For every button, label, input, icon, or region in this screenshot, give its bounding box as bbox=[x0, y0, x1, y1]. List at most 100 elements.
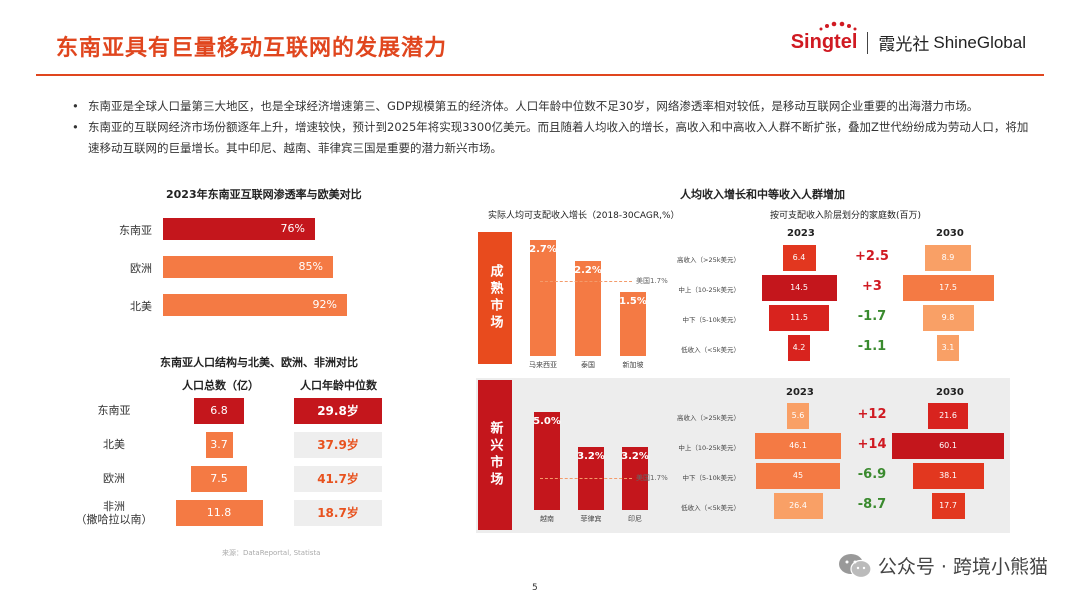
population-title: 东南亚人口结构与北美、欧洲、非洲对比 bbox=[160, 356, 358, 369]
bullet-list: 东南亚是全球人口量第三大地区，也是全球经济增速第三、GDP规模第五的经济体。人口… bbox=[72, 96, 1032, 159]
growth-bar bbox=[620, 292, 646, 356]
population-bar: 11.8 bbox=[175, 500, 263, 526]
income-tier-label: 中下（5-10k美元） bbox=[682, 474, 740, 482]
income-title: 人均收入增长和中等收入人群增加 bbox=[680, 188, 845, 201]
income-tier-label: 低收入（<5k美元） bbox=[681, 346, 740, 354]
median-age-cell: 29.8岁 bbox=[294, 398, 382, 424]
population-col1-header: 人口总数（亿） bbox=[182, 379, 259, 392]
median-age-cell: 18.7岁 bbox=[294, 500, 382, 526]
growth-bar-value: 3.2% bbox=[577, 451, 605, 462]
wechat-icon bbox=[838, 553, 872, 578]
logo-cn: 霞光社 bbox=[878, 35, 930, 55]
household-bar-2023: 11.5 bbox=[769, 305, 829, 331]
growth-bar-value: 3.2% bbox=[621, 451, 649, 462]
household-bar-2023: 14.5 bbox=[761, 275, 837, 301]
household-bar-2030: 9.8 bbox=[922, 305, 974, 331]
household-bar-2030: 60.1 bbox=[892, 433, 1004, 459]
population-bar: 6.8 bbox=[194, 398, 244, 424]
singtel-dots-icon bbox=[819, 21, 857, 31]
watermark: 公众号 · 跨境小熊猫 bbox=[838, 552, 1048, 579]
year-label: 2030 bbox=[936, 228, 964, 239]
population-label: 北美 bbox=[103, 438, 125, 451]
population-bar: 3.7 bbox=[205, 432, 233, 458]
bullet-item: 东南亚的互联网经济市场份额逐年上升，增速较快，预计到2025年将实现3300亿美… bbox=[72, 117, 1032, 159]
population-label: 欧洲 bbox=[103, 472, 125, 485]
income-tier-label: 高收入（>25k美元） bbox=[677, 414, 740, 422]
penetration-bar: 76% bbox=[163, 218, 315, 240]
singtel-logo: Singtel bbox=[790, 21, 858, 54]
emerging-market-tag: 新兴市场 bbox=[478, 380, 512, 530]
penetration-label: 北美 bbox=[130, 300, 152, 313]
household-delta: +12 bbox=[857, 407, 887, 422]
logo-en: ShineGlobal bbox=[933, 32, 1026, 52]
growth-bar-value: 1.5% bbox=[619, 296, 647, 307]
source-note: 来源：DataReportal, Statista bbox=[222, 549, 321, 557]
median-age-cell: 37.9岁 bbox=[294, 432, 382, 458]
growth-bar-category: 越南 bbox=[540, 515, 554, 523]
penetration-label: 欧洲 bbox=[130, 262, 152, 275]
household-bar-2030: 38.1 bbox=[912, 463, 984, 489]
reference-label: 美国1.7% bbox=[636, 474, 668, 482]
page-title: 东南亚具有巨量移动互联网的发展潜力 bbox=[56, 36, 448, 61]
household-delta: -6.9 bbox=[857, 467, 887, 482]
population-label: 非洲 （撒哈拉以南） bbox=[75, 500, 153, 526]
page-number: 5 bbox=[532, 583, 538, 593]
household-bar-2030: 17.5 bbox=[902, 275, 994, 301]
growth-bar-category: 菲律宾 bbox=[580, 515, 602, 523]
household-bar-2023: 4.2 bbox=[788, 335, 810, 361]
household-bar-2030: 3.1 bbox=[937, 335, 959, 361]
household-delta: -1.7 bbox=[857, 309, 887, 324]
growth-bar bbox=[530, 240, 556, 356]
income-tier-label: 高收入（>25k美元） bbox=[677, 256, 740, 264]
year-label: 2023 bbox=[786, 387, 814, 398]
household-delta: -1.1 bbox=[857, 339, 887, 354]
growth-bar-category: 马来西亚 bbox=[529, 361, 557, 369]
reference-label: 美国1.7% bbox=[636, 277, 668, 285]
income-tier-label: 中上（10-25k美元） bbox=[678, 444, 740, 452]
household-bar-2023: 5.6 bbox=[787, 403, 809, 429]
year-label: 2030 bbox=[936, 387, 964, 398]
growth-bar-category: 泰国 bbox=[581, 361, 595, 369]
growth-bar-category: 新加坡 bbox=[622, 361, 644, 369]
household-bar-2023: 45 bbox=[756, 463, 840, 489]
growth-bar-value: 5.0% bbox=[533, 416, 561, 427]
population-bar: 7.5 bbox=[191, 466, 247, 492]
logo-divider bbox=[867, 31, 869, 54]
household-delta: +14 bbox=[857, 437, 887, 452]
penetration-bar: 85% bbox=[163, 256, 333, 278]
household-delta: -8.7 bbox=[857, 497, 887, 512]
household-bar-2023: 26.4 bbox=[773, 493, 823, 519]
bullet-item: 东南亚是全球人口量第三大地区，也是全球经济增速第三、GDP规模第五的经济体。人口… bbox=[72, 96, 1032, 117]
income-left-subtitle: 实际人均可支配收入增长（2018-30CAGR,%） bbox=[488, 211, 680, 221]
household-bar-2030: 8.9 bbox=[925, 245, 971, 271]
growth-bar bbox=[575, 261, 601, 356]
household-delta: +2.5 bbox=[855, 249, 889, 264]
year-label: 2023 bbox=[787, 228, 815, 239]
penetration-label: 东南亚 bbox=[119, 224, 152, 237]
household-bar-2030: 21.6 bbox=[928, 403, 968, 429]
penetration-bar: 92% bbox=[163, 294, 347, 316]
income-tier-label: 中上（10-25k美元） bbox=[678, 286, 740, 294]
growth-bar-value: 2.2% bbox=[574, 265, 602, 276]
growth-bar-category: 印尼 bbox=[628, 515, 642, 523]
household-delta: +3 bbox=[862, 279, 882, 294]
population-col2-header: 人口年龄中位数 bbox=[300, 379, 377, 392]
population-label: 东南亚 bbox=[97, 404, 131, 417]
household-bar-2023: 6.4 bbox=[782, 245, 816, 271]
watermark-text: 公众号 · 跨境小熊猫 bbox=[877, 556, 1048, 578]
growth-bar-value: 2.7% bbox=[529, 244, 557, 255]
income-tier-label: 中下（5-10k美元） bbox=[682, 316, 740, 324]
reference-line bbox=[540, 478, 632, 479]
title-divider bbox=[36, 74, 1044, 76]
income-tier-label: 低收入（<5k美元） bbox=[681, 504, 740, 512]
household-bar-2030: 17.7 bbox=[931, 493, 965, 519]
income-right-subtitle: 按可支配收入阶层划分的家庭数(百万) bbox=[770, 211, 922, 221]
growth-bar bbox=[534, 412, 560, 510]
median-age-cell: 41.7岁 bbox=[294, 466, 382, 492]
singtel-text: Singtel bbox=[790, 31, 858, 53]
logo: Singtel 霞光社 ShineGlobal bbox=[790, 21, 1026, 55]
household-bar-2023: 46.1 bbox=[755, 433, 841, 459]
penetration-title: 2023年东南亚互联网渗透率与欧美对比 bbox=[166, 188, 362, 201]
reference-line bbox=[540, 281, 632, 282]
mature-market-tag: 成熟市场 bbox=[478, 232, 512, 364]
